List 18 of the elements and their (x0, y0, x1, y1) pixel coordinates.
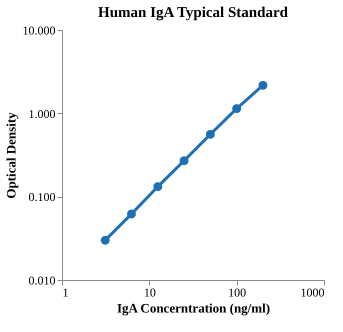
point (127, 210, 136, 218)
y-tick-label: 1.000 (28, 106, 56, 121)
y-tick-label: 10.000 (22, 24, 56, 38)
x-axis-title: IgA Concerntration (ng/ml) (116, 300, 270, 316)
point (206, 130, 215, 139)
x-tick-label: 1 (62, 286, 68, 300)
chart-title: Human IgA Typical Standard (98, 5, 289, 21)
y-tick-label: 0.100 (28, 190, 56, 204)
y-tick-label: 0.010 (28, 274, 56, 288)
x-tick-label: 10 (144, 286, 156, 300)
point (100, 236, 110, 245)
x-tick-label: 1000 (300, 286, 324, 300)
point (258, 80, 268, 90)
point (180, 156, 189, 166)
y-axis-title: Optical Density (4, 112, 18, 199)
x-tick-label: 100 (228, 286, 246, 300)
point (153, 182, 162, 192)
point (232, 104, 242, 114)
